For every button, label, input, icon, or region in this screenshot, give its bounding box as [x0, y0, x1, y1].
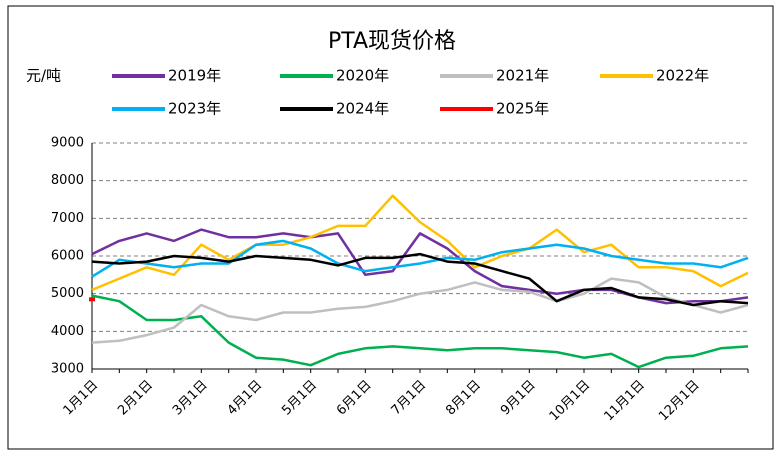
series-line [91, 194, 749, 292]
chart-title: PTA现货价格 [328, 29, 456, 54]
y-tick-label: 5000 [51, 286, 84, 301]
legend-label: 2025年 [496, 100, 549, 118]
series-point [89, 297, 95, 302]
legend-label: 2019年 [168, 67, 221, 85]
series-line [91, 294, 749, 369]
frame [7, 5, 774, 450]
y-tick-label: 8000 [51, 173, 84, 188]
legend-label: 2022年 [656, 67, 709, 85]
y-tick-label: 6000 [51, 249, 84, 264]
legend-label: 2023年 [168, 100, 221, 118]
series-line [91, 252, 749, 307]
series-line [91, 239, 749, 278]
y-tick-label: 4000 [51, 324, 84, 339]
y-axis-label: 元/吨 [26, 67, 61, 85]
legend-label: 2024年 [336, 100, 389, 118]
legend-label: 2021年 [496, 67, 549, 85]
y-tick-label: 3000 [51, 362, 84, 377]
y-tick-label: 9000 [51, 136, 84, 151]
y-tick-label: 7000 [51, 211, 84, 226]
series-line [91, 277, 749, 344]
legend-label: 2020年 [336, 67, 389, 85]
